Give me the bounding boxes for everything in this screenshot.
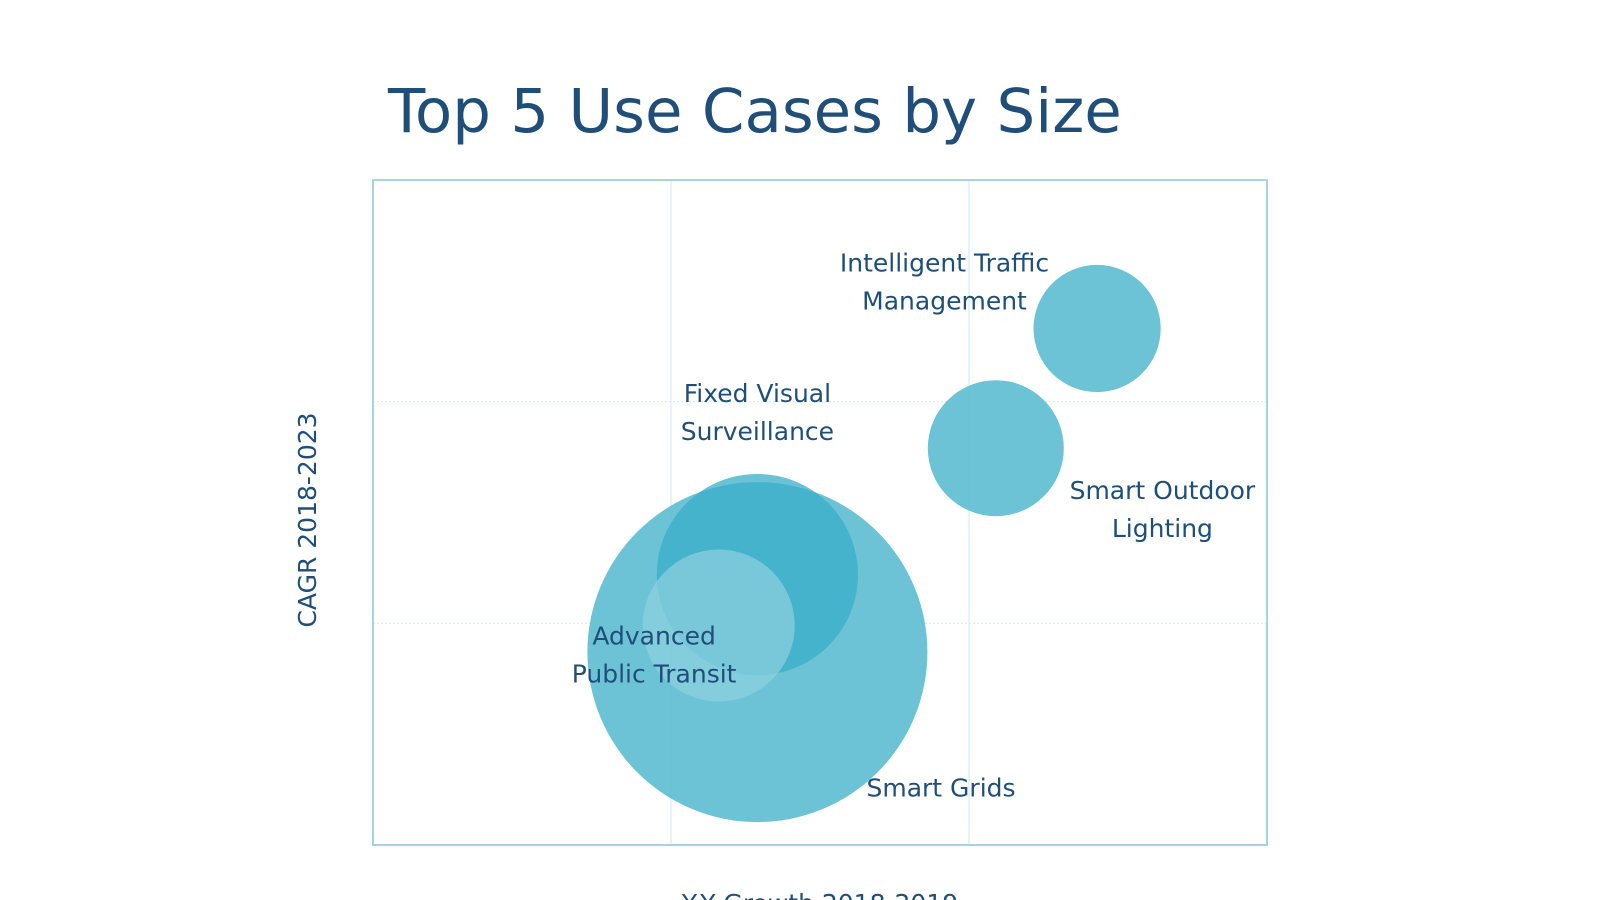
bubble-label-line: Management [862,286,1027,315]
bubble-label-line: Smart Outdoor [1070,476,1256,505]
bubble-label-line: Fixed Visual [684,379,831,408]
bubble-label-intelligent-traffic-management: Intelligent Traffic Management [840,248,1049,315]
plot-frame [372,179,1268,846]
x-axis-title: Y-Y Growth 2018-2019 [681,889,958,900]
bubble-label-line: Advanced [592,622,716,651]
bubble-smart-outdoor-lighting[interactable] [927,380,1064,517]
bubble-label-line: Public Transit [572,660,737,689]
bubble-label-line: Lighting [1112,514,1213,543]
bubbles [587,264,1161,823]
y-axis-title: CAGR 2018-2023 [293,412,322,627]
bubble-label-line: Intelligent Traffic [840,248,1049,277]
bubble-label-fixed-visual-surveillance: Fixed Visual Surveillance [681,379,834,446]
bubble-label-line: Smart Grids [866,774,1015,803]
bubble-label-smart-grids: Smart Grids [866,774,1015,803]
bubble-labels: Smart Grids Fixed Visual Surveillance Advan… [572,248,1256,802]
bubble-label-smart-outdoor-lighting: Smart Outdoor Lighting [1070,476,1256,543]
bubble-label-line: Surveillance [681,417,834,446]
chart-title: Top 5 Use Cases by Size [388,76,1122,147]
bubble-advanced-public-transit[interactable] [642,549,795,702]
bubble-label-advanced-public-transit: Advanced Public Transit [572,622,737,689]
bubble-intelligent-traffic-management[interactable] [1033,264,1161,393]
